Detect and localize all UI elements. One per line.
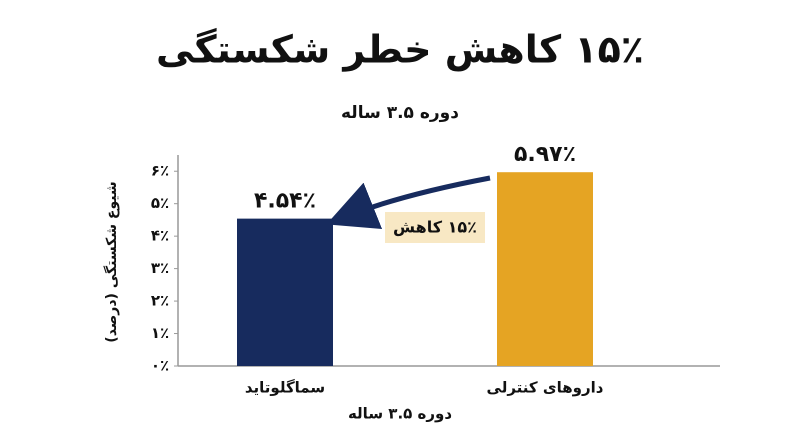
value-label: ۴.۵۴٪ — [254, 189, 316, 214]
y-tick-label: ۴٪ — [151, 227, 169, 245]
y-tick-label: ۱٪ — [151, 324, 169, 342]
y-tick-label: ۲٪ — [151, 292, 169, 310]
y-axis-label: شیوع شکستگی (درصد) — [103, 181, 120, 342]
x-tick-label: سماگلوتاید — [245, 379, 325, 397]
annotation-arrow — [326, 175, 491, 230]
value-label: ۵.۹۷٪ — [514, 142, 576, 167]
y-tick-label: ۰٪ — [151, 357, 169, 375]
chart-title: ۱۵٪ کاهش خطر شکستگی — [156, 28, 644, 72]
bar — [237, 218, 333, 366]
y-tick-label: ۵٪ — [151, 194, 169, 212]
x-axis-label: دوره ۳.۵ ساله — [348, 405, 452, 423]
subtitle: دوره ۳.۵ ساله — [341, 103, 459, 123]
annotation: ۱۵٪ کاهش — [393, 218, 477, 237]
bar — [497, 172, 593, 366]
annotation-box — [385, 212, 485, 243]
y-tick-label: ۶٪ — [151, 162, 169, 180]
y-tick-label: ۳٪ — [151, 259, 169, 277]
x-tick-label: داروهای کنترلی — [487, 379, 604, 397]
